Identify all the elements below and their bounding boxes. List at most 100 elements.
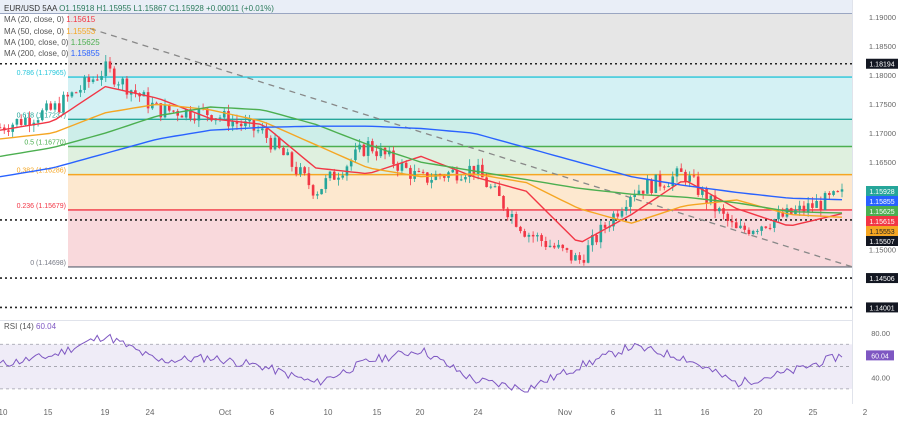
candle-body <box>815 200 818 208</box>
rsi-legend[interactable]: RSI (14) 60.04 <box>4 322 56 331</box>
candle-body <box>624 206 628 212</box>
price-tag <box>866 186 898 196</box>
candle-body <box>582 259 586 263</box>
candle-body <box>591 234 594 246</box>
candle-body <box>442 176 446 178</box>
candle-body <box>637 190 641 195</box>
legend-ma100[interactable]: MA (100, close, 0) 1.15625 <box>4 37 274 48</box>
price-tag <box>866 302 898 313</box>
fib-level-label: 0 (1.14698) <box>30 260 66 267</box>
candle-body <box>41 110 44 121</box>
candle-body <box>222 111 226 118</box>
candle-body <box>828 193 831 195</box>
fib-level-label: 0.5 (1.16770) <box>24 139 66 146</box>
price-tag-label: 1.14506 <box>869 276 894 283</box>
time-axis-label: 24 <box>473 408 483 417</box>
candle-body <box>785 208 789 217</box>
candle-body <box>739 225 742 229</box>
ma200-line[interactable] <box>0 125 843 201</box>
time-axis[interactable]: 10 15 19 24 Oct 6 10 15 20 24 Nov 6 11 16 20 25 2 <box>0 404 900 421</box>
candle-body <box>117 84 120 86</box>
candle-body <box>756 230 759 232</box>
ma100-line[interactable] <box>0 106 843 214</box>
candle-body <box>773 219 776 228</box>
candle-body <box>798 205 801 210</box>
price-tick-label: 1.15000 <box>869 245 896 254</box>
price-tag <box>866 273 898 284</box>
candle-body <box>311 185 315 196</box>
candle-body <box>273 137 277 150</box>
candle-body <box>662 186 666 188</box>
legend-ma200[interactable]: MA (200, close, 0) 1.15855 <box>4 48 274 59</box>
candle-body <box>493 186 497 188</box>
candle-body <box>104 61 108 77</box>
fib-zone <box>68 119 852 147</box>
legend-ma50[interactable]: MA (50, close, 0) 1.15553 <box>4 26 274 37</box>
candle-body <box>468 165 471 177</box>
trendline[interactable] <box>89 27 853 268</box>
fib-level-label: 0.786 (1.17965) <box>17 70 66 77</box>
ma20-value: 1.15615 <box>66 15 96 25</box>
candle-body <box>811 203 814 208</box>
ma50-value: 1.15553 <box>66 26 96 36</box>
rsi-line[interactable] <box>0 333 843 393</box>
ohlc-change: +0.00011 (+0.01%) <box>206 4 274 13</box>
candle-body <box>633 194 636 198</box>
candle-body <box>654 174 658 193</box>
candle-body <box>722 208 725 214</box>
candle-body <box>337 177 340 180</box>
time-axis-label: 16 <box>700 408 710 417</box>
candle-body <box>24 117 27 125</box>
candle-body <box>379 147 383 157</box>
candle-body <box>730 220 734 223</box>
candle-body <box>265 128 268 138</box>
price-tag-label: 1.15928 <box>869 189 894 196</box>
candle-body <box>383 147 387 155</box>
candle-body <box>451 169 455 173</box>
candle-body <box>586 245 590 263</box>
ma200-label: MA (200, close, 0) <box>4 49 69 59</box>
candle-body <box>79 89 82 93</box>
candle-body <box>91 79 95 82</box>
timeframe: 5AA <box>42 4 57 13</box>
candle-body <box>235 121 239 124</box>
candle-body <box>189 109 192 119</box>
ma20-line[interactable] <box>0 85 843 243</box>
price-tick-label: 1.16500 <box>869 158 896 167</box>
candle-body <box>705 188 708 203</box>
candle-body <box>612 213 615 227</box>
symbol-name: EUR/USD <box>4 4 41 13</box>
candle-body <box>751 230 755 235</box>
candle-body <box>206 108 209 116</box>
price-tick-label: 1.17500 <box>869 100 896 109</box>
candle-body <box>0 127 2 129</box>
candle-body <box>540 235 543 242</box>
ohlc-low: L1.15867 <box>133 4 167 13</box>
candle-body <box>430 179 433 183</box>
candle-body <box>781 212 785 217</box>
price-tag <box>866 206 898 216</box>
candle-body <box>502 195 505 209</box>
candle-body <box>760 226 763 231</box>
time-axis-label: 20 <box>415 408 425 417</box>
candle-body <box>743 225 746 230</box>
price-tag-label: 1.18194 <box>869 62 894 69</box>
ma50-line[interactable] <box>0 103 843 224</box>
candle-body <box>426 172 429 183</box>
candle-body <box>74 92 78 94</box>
time-axis-label: 15 <box>43 408 53 417</box>
symbol-header[interactable]: EUR/USD 5AA O1.15918 H1.15955 L1.15867 C… <box>4 3 274 14</box>
candle-body <box>684 171 687 182</box>
price-tag <box>866 216 898 226</box>
candle-body <box>510 214 514 218</box>
candle-body <box>713 195 717 212</box>
time-axis-label: 19 <box>100 408 110 417</box>
candle-body <box>286 152 290 156</box>
candle-body <box>87 77 91 82</box>
candle-body <box>603 224 607 228</box>
chart-legend: EUR/USD 5AA O1.15918 H1.15955 L1.15867 C… <box>4 3 274 59</box>
candle-body <box>112 68 116 85</box>
legend-ma20[interactable]: MA (20, close, 0) 1.15615 <box>4 14 274 25</box>
